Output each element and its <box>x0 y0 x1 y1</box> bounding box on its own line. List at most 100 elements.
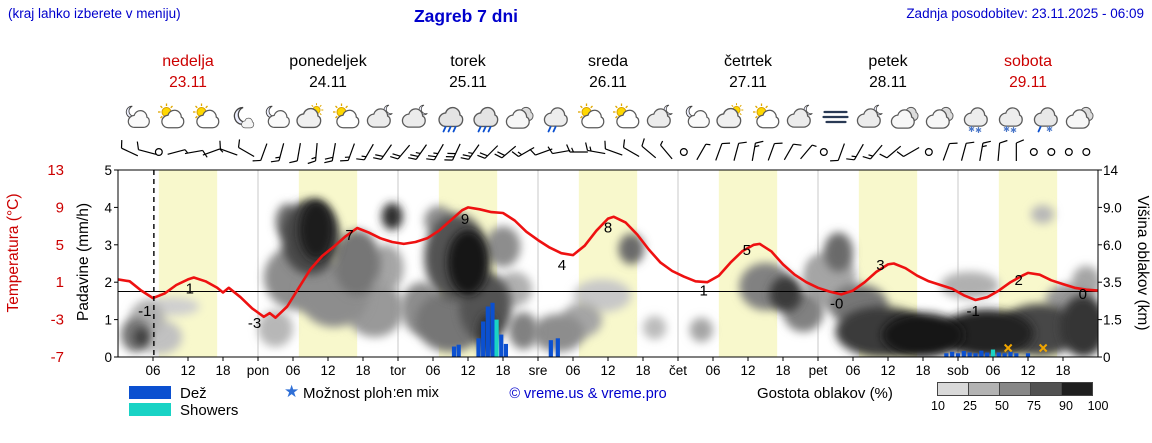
cloud-sun-icon <box>296 103 324 129</box>
day-date: 23.11 <box>169 74 207 91</box>
day-name: četrtek <box>724 53 773 70</box>
wind-barb-icon <box>566 144 588 153</box>
day-date: 26.11 <box>589 74 627 91</box>
wind-barb-icon <box>494 145 517 159</box>
day-date: 27.11 <box>729 74 767 91</box>
drizzle-icon <box>543 107 568 133</box>
wind-barb-icon <box>979 140 991 161</box>
wind-barb-icon <box>547 146 571 155</box>
wind-barb-icon <box>340 143 355 162</box>
svg-text:4: 4 <box>104 200 112 215</box>
svg-text:pon: pon <box>247 363 270 378</box>
wind-barb-icon <box>751 140 764 161</box>
wind-barb-icon <box>783 143 802 161</box>
wind-barb-icon <box>622 139 640 158</box>
rain-swatch <box>129 386 171 399</box>
wind-barb-icon <box>444 143 461 161</box>
last-update: Zadnja posodobitev: 23.11.2025 - 06:09 <box>906 6 1144 21</box>
wind-icon <box>822 110 849 124</box>
wind-barb-icon <box>373 144 392 160</box>
svg-text:1.5: 1.5 <box>1103 313 1122 328</box>
wind-barb-icon <box>604 140 623 156</box>
copyright-link[interactable]: © vreme.us & vreme.pro <box>509 386 667 402</box>
rain-bars <box>451 302 1048 357</box>
snow-cloud-icon <box>963 107 988 133</box>
precip-axis-title: Padavine (mm/h) <box>75 203 92 321</box>
wind-calm-icon <box>1064 148 1073 157</box>
sleet-icon <box>1033 107 1058 133</box>
svg-text:1: 1 <box>56 274 64 291</box>
svg-text:18: 18 <box>1055 363 1070 378</box>
cloud-moon-icon <box>401 104 428 128</box>
svg-text:5: 5 <box>104 163 112 178</box>
svg-text:18: 18 <box>915 363 930 378</box>
legend-showers-label: Showers <box>180 402 239 419</box>
wind-barb-icon <box>997 139 1008 162</box>
svg-text:sob: sob <box>947 363 969 378</box>
wind-barb-icon <box>830 143 845 162</box>
temperature-labels: -1 1 -3 7 9 4 8 1 5 -0 3 -1 2 0 <box>138 211 1087 332</box>
svg-text:06: 06 <box>285 363 300 378</box>
svg-text:6.0: 6.0 <box>1103 238 1122 253</box>
svg-text:-3: -3 <box>51 312 64 329</box>
svg-text:12: 12 <box>740 363 755 378</box>
legend-rain-label: Dež <box>180 385 207 402</box>
wind-barb-icon <box>960 141 975 161</box>
day-name: nedelja <box>162 53 214 70</box>
wind-barb-icon <box>641 138 657 159</box>
wind-barb-icon <box>356 143 374 161</box>
wind-barb-icon <box>324 143 336 164</box>
wind-barb-icon <box>942 142 958 161</box>
svg-text:-1: -1 <box>966 303 979 320</box>
cloud-density-scale <box>937 382 1093 396</box>
svg-text:18: 18 <box>355 363 370 378</box>
cloud-sun-icon <box>716 103 744 129</box>
sun-cloud-icon <box>333 103 360 129</box>
day-date: 29.11 <box>1009 74 1047 91</box>
svg-text:12: 12 <box>460 363 475 378</box>
svg-text:2: 2 <box>104 275 112 290</box>
moon-icon <box>233 106 255 129</box>
wind-barb-icon <box>879 145 902 159</box>
wind-barb-icon <box>390 144 411 160</box>
wind-barb-icon <box>219 140 238 156</box>
svg-text:06: 06 <box>705 363 720 378</box>
cloud-moon-icon <box>366 104 393 128</box>
wind-barb-icon <box>184 149 208 158</box>
sun-cloud-icon <box>753 103 780 129</box>
day-headers: nedelja 23.11 ponedeljek 24.11 torek 25.11 sre… <box>162 53 1052 91</box>
wind-barb-icon <box>477 145 499 159</box>
svg-text:4: 4 <box>558 257 566 274</box>
svg-text:12: 12 <box>320 363 335 378</box>
density-box <box>1030 382 1062 396</box>
svg-text:18: 18 <box>215 363 230 378</box>
svg-text:0: 0 <box>104 350 112 365</box>
wind-calm-icon <box>679 148 688 157</box>
svg-text:-7: -7 <box>51 349 64 366</box>
svg-text:9: 9 <box>56 199 64 216</box>
sun-cloud-icon <box>578 103 605 129</box>
day-name: sreda <box>588 53 628 70</box>
svg-text:14: 14 <box>1103 163 1119 178</box>
density-box <box>968 382 1000 396</box>
wind-barb-icon <box>1015 139 1025 161</box>
sun-cloud-icon <box>158 103 185 129</box>
svg-text:1: 1 <box>104 313 112 328</box>
cloud-moon-icon <box>856 104 883 128</box>
density-box <box>1061 382 1093 396</box>
svg-text:13: 13 <box>47 162 64 179</box>
wind-barb-icon <box>289 143 301 164</box>
svg-text:12: 12 <box>880 363 895 378</box>
svg-text:06: 06 <box>985 363 1000 378</box>
wind-barb-icon <box>846 143 864 161</box>
svg-text:-0: -0 <box>830 295 843 312</box>
wind-barb-icon <box>252 143 268 162</box>
showers-swatch <box>129 403 171 416</box>
wind-barb-icon <box>237 139 255 158</box>
svg-text:06: 06 <box>565 363 580 378</box>
wind-calm-icon <box>924 148 933 157</box>
svg-text:0: 0 <box>1103 350 1111 365</box>
day-date: 25.11 <box>449 74 487 91</box>
